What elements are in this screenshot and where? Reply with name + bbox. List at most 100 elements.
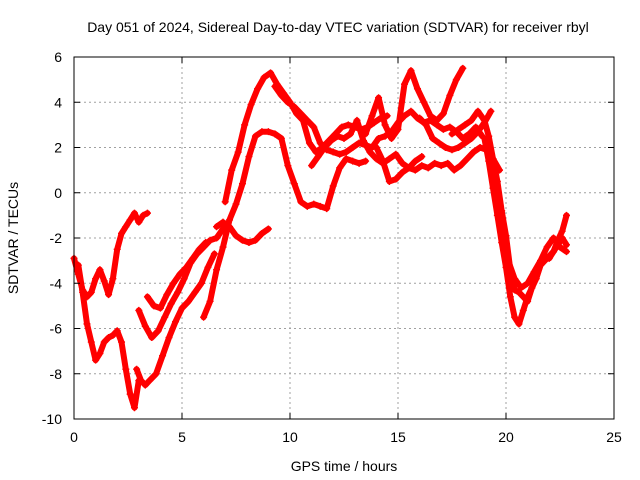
- data-point: [165, 334, 173, 342]
- data-point: [426, 112, 434, 120]
- data-point: [336, 164, 344, 172]
- data-point: [105, 291, 113, 299]
- data-point: [342, 148, 350, 156]
- data-point: [321, 144, 329, 151]
- data-point: [245, 153, 253, 161]
- data-point: [327, 137, 335, 145]
- x-tick-label: 0: [70, 429, 78, 445]
- data-point: [305, 139, 313, 147]
- data-point: [457, 162, 465, 170]
- data-point: [411, 157, 419, 165]
- data-point: [234, 148, 242, 156]
- data-point: [200, 313, 208, 321]
- data-point: [444, 159, 452, 167]
- data-point: [122, 365, 130, 373]
- data-point: [167, 300, 175, 308]
- data-point: [429, 134, 437, 142]
- data-point: [368, 112, 376, 120]
- series-trace: [416, 108, 494, 153]
- data-point: [342, 155, 350, 163]
- data-point: [504, 257, 512, 265]
- data-point: [446, 123, 454, 131]
- series-8: [213, 218, 272, 247]
- series-trace: [373, 144, 503, 185]
- data-point: [474, 107, 482, 115]
- data-point: [213, 234, 221, 242]
- data-point: [433, 116, 441, 124]
- data-point: [310, 123, 318, 131]
- data-point: [511, 313, 519, 321]
- data-point: [105, 334, 113, 342]
- data-point: [232, 200, 240, 208]
- data-point: [187, 259, 195, 267]
- data-point: [416, 114, 424, 122]
- data-point: [310, 200, 318, 208]
- data-point: [353, 116, 361, 124]
- data-point: [126, 390, 134, 398]
- data-point: [511, 275, 519, 283]
- data-point: [480, 116, 488, 124]
- data-point: [191, 288, 199, 296]
- x-tick-label: 25: [606, 429, 622, 445]
- series-trace: [308, 117, 425, 171]
- data-point: [362, 130, 370, 138]
- series-trace: [133, 250, 218, 389]
- series-13: [416, 107, 495, 154]
- data-point: [247, 101, 255, 109]
- data-point: [135, 306, 143, 314]
- data-point: [355, 159, 363, 167]
- data-point: [133, 365, 141, 373]
- data-point: [362, 157, 370, 165]
- data-point: [558, 234, 566, 242]
- data-point: [379, 157, 387, 165]
- data-point: [515, 320, 523, 328]
- data-point: [226, 223, 234, 231]
- x-tick-label: 5: [178, 429, 186, 445]
- data-point: [137, 377, 145, 385]
- data-point: [498, 223, 506, 231]
- data-point: [413, 85, 421, 93]
- series-2: [74, 261, 143, 412]
- data-point: [400, 80, 408, 88]
- y-tick-label: -8: [50, 366, 63, 382]
- data-point: [228, 166, 236, 174]
- data-point: [130, 209, 138, 217]
- data-point: [418, 153, 426, 161]
- data-point: [135, 218, 143, 226]
- data-point: [366, 148, 374, 156]
- data-point: [562, 241, 570, 249]
- data-point: [422, 121, 430, 129]
- series-6: [200, 128, 370, 321]
- y-tick-label: 2: [54, 140, 62, 156]
- data-point: [284, 162, 292, 170]
- data-point: [264, 225, 272, 233]
- y-tick-label: 6: [54, 49, 62, 65]
- data-point: [435, 139, 443, 147]
- data-point: [146, 377, 154, 385]
- data-point: [467, 116, 475, 124]
- data-point: [407, 107, 415, 115]
- data-point: [515, 288, 523, 296]
- data-point: [297, 110, 305, 118]
- y-tick-label: 4: [54, 94, 62, 110]
- data-point: [213, 223, 221, 231]
- data-point: [336, 150, 344, 158]
- data-point: [323, 205, 331, 213]
- data-point: [284, 98, 292, 106]
- data-point: [213, 266, 221, 274]
- data-point: [394, 125, 402, 133]
- data-point: [405, 164, 413, 172]
- data-point: [537, 257, 545, 265]
- data-point: [431, 159, 439, 167]
- data-point: [143, 209, 151, 217]
- data-point: [221, 198, 229, 206]
- data-point: [267, 69, 275, 77]
- data-point: [74, 261, 82, 269]
- data-point: [375, 134, 383, 142]
- data-point: [245, 239, 253, 247]
- data-point: [219, 218, 227, 226]
- data-point: [398, 168, 406, 176]
- data-point: [87, 288, 95, 296]
- data-point: [459, 64, 467, 72]
- data-point: [197, 279, 205, 287]
